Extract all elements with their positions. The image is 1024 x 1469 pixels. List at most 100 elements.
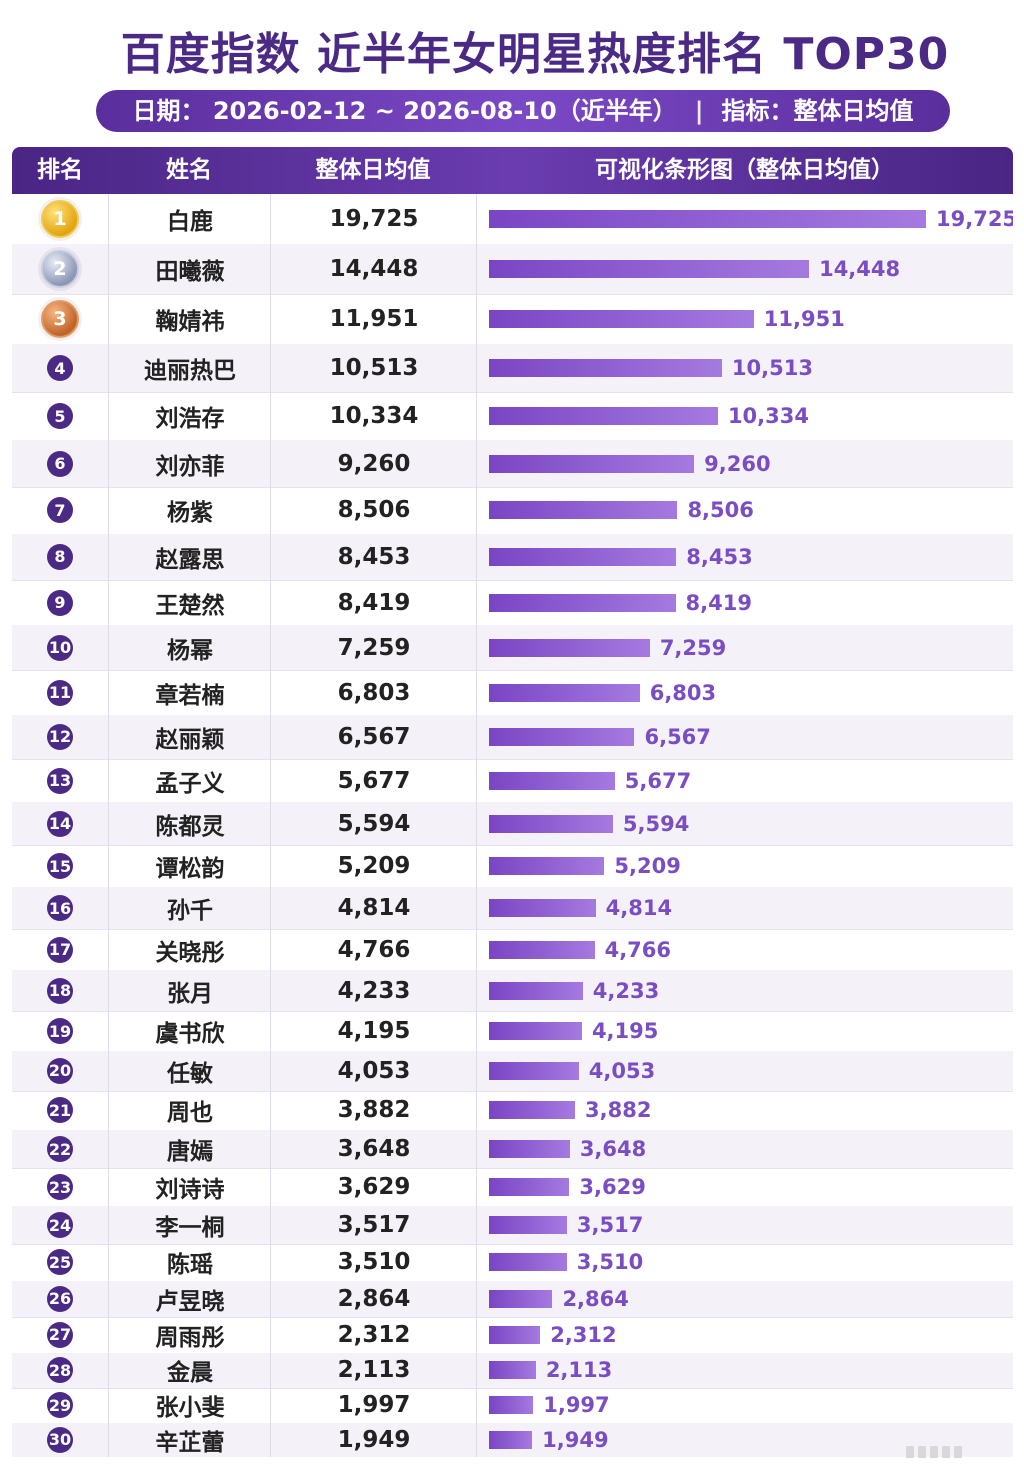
bar-cell: 2,113 bbox=[476, 1352, 1013, 1389]
bar-mark bbox=[489, 814, 613, 833]
table-row: 19 虞书欣 4,195 4,195 bbox=[12, 1011, 1013, 1053]
rank-cell: 28 bbox=[12, 1353, 108, 1388]
rank-cell: 2 bbox=[12, 244, 108, 294]
rank-badge: 7 bbox=[47, 497, 73, 524]
bar-data-label: 5,594 bbox=[622, 811, 690, 836]
name-cell: 王楚然 bbox=[108, 579, 271, 626]
bar-data-label: 2,312 bbox=[550, 1322, 617, 1347]
bar-data-label: 4,195 bbox=[591, 1019, 659, 1044]
value-cell: 2,312 bbox=[270, 1317, 477, 1353]
rank-cell: 9 bbox=[12, 580, 108, 626]
bar-cell: 19,725 bbox=[476, 194, 1013, 244]
value-cell: 19,725 bbox=[270, 194, 477, 244]
bar-mark bbox=[489, 1325, 541, 1344]
rank-badge: 19 bbox=[47, 1018, 73, 1045]
bar-data-label: 3,648 bbox=[579, 1137, 647, 1162]
bar-mark bbox=[489, 1396, 534, 1415]
name-cell: 刘亦菲 bbox=[108, 439, 271, 488]
bar-data-label: 8,453 bbox=[686, 544, 753, 569]
value-cell: 3,510 bbox=[270, 1243, 477, 1281]
rank-cell: 7 bbox=[12, 487, 108, 534]
medal-icon: 1 bbox=[41, 200, 79, 238]
watermark-icon bbox=[906, 1443, 1006, 1458]
value-cell: 3,517 bbox=[270, 1206, 477, 1244]
bar-data-label: 8,419 bbox=[685, 590, 752, 615]
rank-cell: 6 bbox=[12, 440, 108, 487]
name-cell: 刘诗诗 bbox=[108, 1168, 271, 1207]
table-row: 9 王楚然 8,419 8,419 bbox=[12, 579, 1013, 627]
rank-cell: 1 bbox=[12, 194, 108, 244]
bar-mark bbox=[489, 260, 810, 278]
rank-badge: 21 bbox=[47, 1097, 73, 1124]
bar-cell: 10,334 bbox=[476, 392, 1013, 440]
bar-data-label: 6,567 bbox=[644, 724, 711, 749]
rank-cell: 13 bbox=[12, 759, 108, 802]
rank-cell: 12 bbox=[12, 715, 108, 759]
bar-mark bbox=[489, 210, 926, 228]
bar-data-label: 10,513 bbox=[731, 356, 813, 381]
rank-cell: 15 bbox=[12, 845, 108, 887]
ranking-table: 排名 姓名 整体日均值 可视化条形图（整体日均值） 1 白鹿 19,725 19,72… bbox=[12, 147, 1013, 1457]
bar-data-label: 14,448 bbox=[819, 257, 901, 281]
name-cell: 任敏 bbox=[108, 1051, 271, 1091]
table-row: 8 赵露思 8,453 8,453 bbox=[12, 533, 1013, 581]
table-row: 25 陈瑶 3,510 3,510 bbox=[12, 1243, 1013, 1282]
rank-badge: 18 bbox=[47, 977, 73, 1004]
value-cell: 5,677 bbox=[270, 758, 477, 803]
bar-cell: 10,513 bbox=[476, 344, 1013, 393]
name-cell: 杨紫 bbox=[108, 487, 271, 534]
bar-data-label: 4,766 bbox=[604, 937, 672, 962]
bar-cell: 6,803 bbox=[476, 670, 1013, 715]
table-row: 30 辛芷蕾 1,949 1,949 bbox=[12, 1422, 1013, 1457]
table-row: 12 赵丽颖 6,567 6,567 bbox=[12, 714, 1013, 760]
bar-cell: 8,419 bbox=[476, 579, 1013, 626]
value-cell: 6,803 bbox=[270, 670, 477, 715]
table-row: 23 刘诗诗 3,629 3,629 bbox=[12, 1168, 1013, 1208]
value-cell: 8,453 bbox=[270, 533, 477, 580]
name-cell: 刘浩存 bbox=[108, 392, 271, 440]
bar-cell: 4,814 bbox=[476, 887, 1013, 930]
table-row: 7 杨紫 8,506 8,506 bbox=[12, 487, 1013, 535]
bar-cell: 3,882 bbox=[476, 1090, 1013, 1130]
bar-mark bbox=[489, 359, 722, 378]
rank-badge: 5 bbox=[47, 403, 73, 430]
rank-cell: 30 bbox=[12, 1423, 108, 1457]
table-row: 13 孟子义 5,677 5,677 bbox=[12, 758, 1013, 804]
bar-cell: 9,260 bbox=[476, 439, 1013, 488]
rank-cell: 11 bbox=[12, 670, 108, 714]
bar-mark bbox=[489, 981, 583, 1000]
bar-mark bbox=[489, 310, 754, 328]
value-cell: 10,334 bbox=[270, 392, 477, 440]
value-cell: 4,195 bbox=[270, 1011, 477, 1052]
rank-badge: 23 bbox=[47, 1174, 73, 1201]
bar-cell: 4,233 bbox=[476, 970, 1013, 1012]
value-cell: 14,448 bbox=[270, 244, 477, 294]
subtitle-separator: | bbox=[694, 97, 704, 125]
rank-badge: 9 bbox=[47, 589, 73, 616]
bar-data-label: 2,113 bbox=[545, 1358, 613, 1383]
bar-cell: 3,629 bbox=[476, 1168, 1013, 1207]
rank-badge: 15 bbox=[47, 853, 73, 880]
name-cell: 卢昱晓 bbox=[108, 1280, 271, 1317]
table-row: 18 张月 4,233 4,233 bbox=[12, 970, 1013, 1013]
name-cell: 迪丽热巴 bbox=[108, 344, 271, 393]
table-row: 27 周雨彤 2,312 2,312 bbox=[12, 1317, 1013, 1354]
name-cell: 虞书欣 bbox=[108, 1011, 271, 1052]
bar-data-label: 1,949 bbox=[542, 1427, 609, 1452]
value-cell: 3,882 bbox=[270, 1090, 477, 1130]
rank-badge: 13 bbox=[47, 767, 73, 794]
table-header: 排名 姓名 整体日均值 可视化条形图（整体日均值） bbox=[12, 147, 1013, 194]
bar-data-label: 11,951 bbox=[763, 307, 845, 331]
name-cell: 辛芷蕾 bbox=[108, 1422, 271, 1457]
bar-data-label: 4,053 bbox=[588, 1058, 656, 1083]
header-rank: 排名 bbox=[37, 157, 83, 183]
bar-mark bbox=[489, 638, 650, 657]
name-cell: 李一桐 bbox=[108, 1206, 271, 1244]
date-range: 日期： 2026-02-12 ~ 2026-08-10（近半年） bbox=[132, 97, 677, 125]
name-cell: 金晨 bbox=[108, 1352, 271, 1389]
bar-cell: 4,053 bbox=[476, 1051, 1013, 1091]
bar-cell: 8,453 bbox=[476, 533, 1013, 580]
table-row: 10 杨幂 7,259 7,259 bbox=[12, 625, 1013, 672]
medal-icon: 3 bbox=[41, 300, 79, 338]
value-cell: 11,951 bbox=[270, 294, 477, 344]
